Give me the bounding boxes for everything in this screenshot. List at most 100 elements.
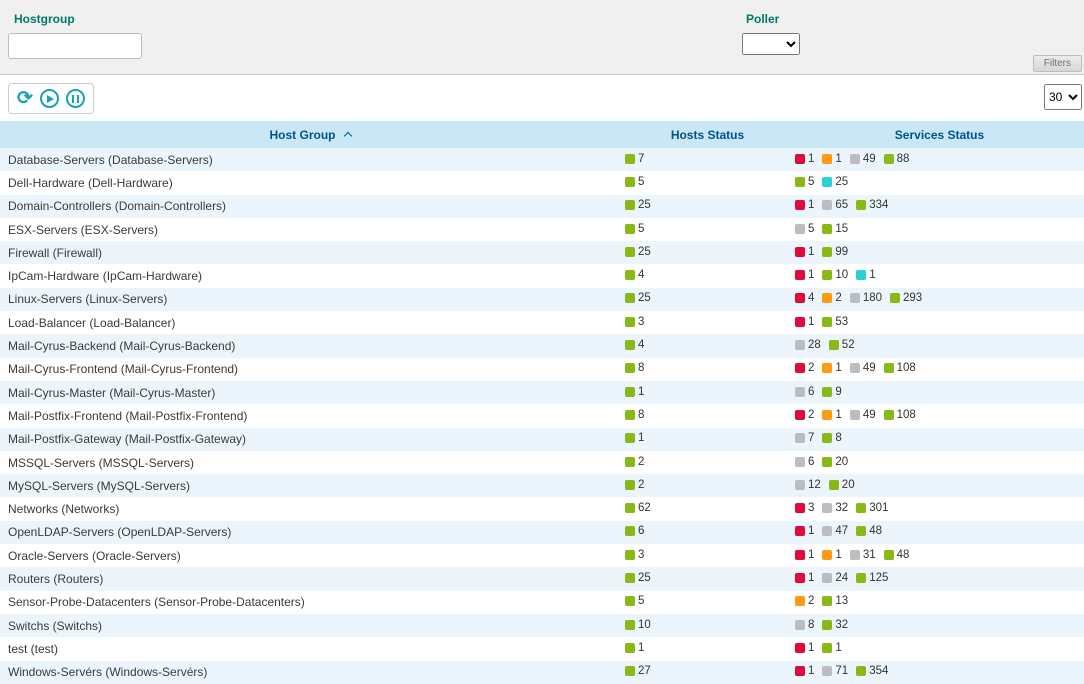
status-badge-warning[interactable]: 2 (822, 292, 842, 304)
status-badge-unknown[interactable]: 32 (822, 502, 848, 514)
status-badge-ok[interactable]: 25 (625, 246, 651, 258)
hostgroup-name[interactable]: Routers (Routers) (8, 571, 104, 586)
status-badge-critical[interactable]: 1 (795, 525, 814, 537)
status-badge-unknown[interactable]: 180 (849, 292, 882, 304)
status-badge-ok[interactable]: 1 (822, 642, 842, 654)
status-badge-ok[interactable]: 9 (822, 386, 842, 398)
status-badge-ok[interactable]: 125 (856, 572, 888, 584)
status-badge-unknown[interactable]: 6 (795, 456, 814, 468)
status-badge-ok[interactable]: 48 (883, 549, 909, 561)
status-badge-ok[interactable]: 108 (883, 409, 916, 421)
status-badge-ok[interactable]: 4 (625, 339, 644, 351)
table-row[interactable]: Domain-Controllers (Domain-Controllers) … (0, 194, 1084, 218)
status-badge-unknown[interactable]: 24 (822, 572, 848, 584)
table-row[interactable]: MSSQL-Servers (MSSQL-Servers) 2 6 20 (0, 450, 1084, 475)
status-badge-ok[interactable]: 1 (625, 386, 644, 398)
status-badge-warning[interactable]: 1 (822, 362, 842, 374)
pause-icon[interactable] (65, 89, 85, 108)
status-badge-ok[interactable]: 5 (795, 176, 814, 188)
status-badge-ok[interactable]: 99 (822, 246, 848, 258)
status-badge-ok[interactable]: 52 (828, 339, 855, 351)
status-badge-critical[interactable]: 4 (795, 292, 814, 304)
table-row[interactable]: Dell-Hardware (Dell-Hardware) 5 5 25 (0, 171, 1084, 195)
filters-tab-button[interactable]: Filters (1032, 55, 1082, 72)
status-badge-unknown[interactable]: 6 (795, 386, 814, 398)
status-badge-ok[interactable]: 3 (625, 316, 644, 328)
table-row[interactable]: Linux-Servers (Linux-Servers) 25 4 2 180 29… (0, 287, 1084, 312)
status-badge-pending[interactable]: 1 (856, 269, 876, 281)
status-badge-unknown[interactable]: 47 (822, 525, 848, 537)
table-row[interactable]: MySQL-Servers (MySQL-Servers) 2 12 20 (0, 474, 1084, 498)
hostgroup-name[interactable]: Mail-Cyrus-Frontend (Mail-Cyrus-Frontend… (8, 362, 239, 377)
status-badge-warning[interactable]: 1 (822, 549, 842, 561)
header-services-status[interactable]: Services Status (795, 128, 1084, 142)
hostgroup-name[interactable]: test (test) (8, 641, 59, 656)
poller-select[interactable] (742, 33, 800, 55)
table-row[interactable]: ESX-Servers (ESX-Servers) 5 5 15 (0, 217, 1084, 242)
hostgroup-name[interactable]: Dell-Hardware (Dell-Hardware) (8, 175, 173, 190)
status-badge-ok[interactable]: 32 (822, 619, 848, 631)
hostgroup-name[interactable]: Mail-Cyrus-Master (Mail-Cyrus-Master) (8, 385, 216, 400)
hostgroup-name[interactable]: Windows-Servérs (Windows-Servérs) (8, 665, 208, 680)
hostgroup-name[interactable]: Load-Balancer (Load-Balancer) (8, 315, 176, 330)
status-badge-warning[interactable]: 1 (822, 153, 842, 165)
status-badge-ok[interactable]: 1 (625, 642, 644, 654)
status-badge-critical[interactable]: 2 (795, 362, 814, 374)
status-badge-unknown[interactable]: 8 (795, 619, 814, 631)
status-badge-ok[interactable]: 88 (883, 153, 909, 165)
hostgroup-name[interactable]: Mail-Postfix-Gateway (Mail-Postfix-Gatew… (8, 432, 247, 447)
table-row[interactable]: Oracle-Servers (Oracle-Servers) 3 1 1 31 48 (0, 544, 1084, 568)
status-badge-ok[interactable]: 48 (856, 525, 882, 537)
status-badge-ok[interactable]: 25 (625, 292, 651, 304)
hostgroup-name[interactable]: MySQL-Servers (MySQL-Servers) (8, 478, 191, 493)
refresh-icon[interactable]: ⟳ (17, 87, 33, 109)
status-badge-ok[interactable]: 13 (822, 595, 848, 607)
status-badge-warning[interactable]: 1 (822, 409, 842, 421)
hostgroup-name[interactable]: Oracle-Servers (Oracle-Servers) (8, 548, 181, 563)
status-badge-critical[interactable]: 1 (795, 549, 814, 561)
table-row[interactable]: OpenLDAP-Servers (OpenLDAP-Servers) 6 1 4… (0, 520, 1084, 545)
status-badge-ok[interactable]: 15 (822, 223, 848, 235)
status-badge-critical[interactable]: 1 (795, 572, 814, 584)
hostgroup-name[interactable]: ESX-Servers (ESX-Servers) (8, 222, 159, 237)
status-badge-ok[interactable]: 25 (625, 572, 651, 584)
hostgroup-name[interactable]: Mail-Postfix-Frontend (Mail-Postfix-Fron… (8, 408, 248, 423)
status-badge-ok[interactable]: 5 (625, 223, 644, 235)
status-badge-ok[interactable]: 1 (625, 432, 644, 444)
status-badge-ok[interactable]: 53 (822, 316, 848, 328)
status-badge-ok[interactable]: 5 (625, 595, 644, 607)
status-badge-ok[interactable]: 2 (625, 456, 644, 468)
hostgroup-name[interactable]: OpenLDAP-Servers (OpenLDAP-Servers) (8, 525, 232, 540)
status-badge-unknown[interactable]: 28 (795, 339, 821, 351)
status-badge-critical[interactable]: 1 (795, 153, 814, 165)
status-badge-ok[interactable]: 7 (625, 153, 644, 165)
status-badge-ok[interactable]: 2 (625, 479, 644, 491)
status-badge-unknown[interactable]: 31 (849, 549, 876, 561)
status-badge-ok[interactable]: 27 (625, 665, 651, 677)
status-badge-ok[interactable]: 3 (625, 549, 644, 561)
table-row[interactable]: Mail-Postfix-Frontend (Mail-Postfix-Fron… (0, 404, 1084, 428)
status-badge-ok[interactable]: 4 (625, 269, 644, 281)
status-badge-critical[interactable]: 1 (795, 246, 814, 258)
header-hosts-status[interactable]: Hosts Status (620, 128, 795, 142)
status-badge-ok[interactable]: 108 (883, 362, 916, 374)
status-badge-ok[interactable]: 8 (625, 362, 644, 374)
status-badge-ok[interactable]: 6 (625, 525, 644, 537)
header-host-group[interactable]: Host Group (0, 128, 620, 142)
table-row[interactable]: Switchs (Switchs) 10 8 32 (0, 613, 1084, 638)
page-size-select[interactable]: 30 (1044, 84, 1082, 110)
table-row[interactable]: Load-Balancer (Load-Balancer) 3 1 53 (0, 311, 1084, 335)
status-badge-ok[interactable]: 5 (625, 176, 644, 188)
hostgroup-name[interactable]: Firewall (Firewall) (8, 245, 103, 260)
status-badge-critical[interactable]: 1 (795, 665, 814, 677)
status-badge-unknown[interactable]: 65 (822, 199, 848, 211)
status-badge-unknown[interactable]: 7 (795, 432, 814, 444)
status-badge-unknown[interactable]: 49 (849, 409, 876, 421)
status-badge-ok[interactable]: 8 (822, 432, 842, 444)
hostgroup-input[interactable] (8, 33, 142, 59)
table-row[interactable]: Sensor-Probe-Datacenters (Sensor-Probe-D… (0, 590, 1084, 614)
hostgroup-name[interactable]: Domain-Controllers (Domain-Controllers) (8, 199, 227, 214)
status-badge-ok[interactable]: 301 (856, 502, 888, 514)
